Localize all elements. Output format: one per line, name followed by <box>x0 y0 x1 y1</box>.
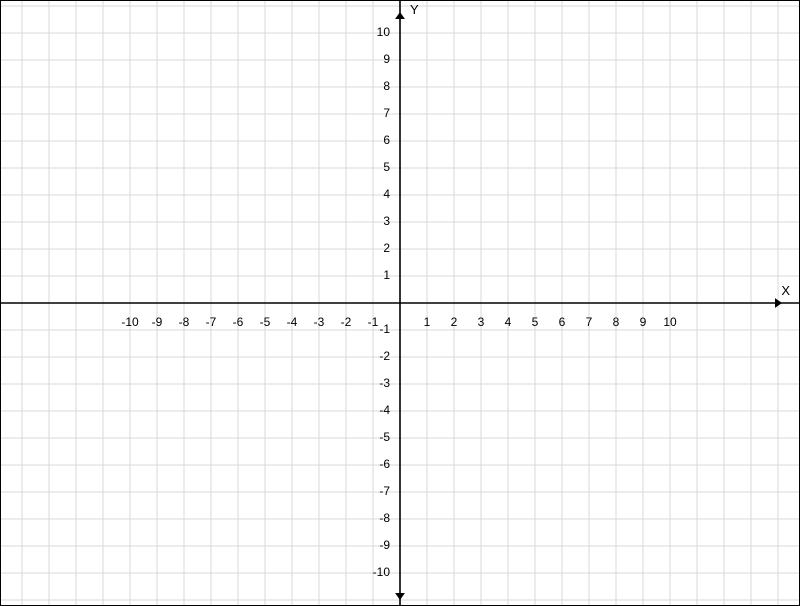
x-tick-label: -6 <box>233 315 244 329</box>
x-tick-label: -9 <box>152 315 163 329</box>
x-tick-label: 3 <box>478 315 485 329</box>
y-tick-label: 7 <box>383 106 390 120</box>
y-tick-label: 5 <box>383 160 390 174</box>
x-tick-label: -5 <box>260 315 271 329</box>
y-tick-label: 4 <box>383 187 390 201</box>
x-axis-label: X <box>781 283 790 298</box>
y-tick-label: -5 <box>379 430 390 444</box>
y-tick-label: 3 <box>383 214 390 228</box>
y-tick-label: 2 <box>383 241 390 255</box>
x-tick-label: -7 <box>206 315 217 329</box>
x-tick-label: 7 <box>586 315 593 329</box>
x-tick-label: -10 <box>121 315 139 329</box>
y-axis-label: Y <box>410 2 419 17</box>
y-tick-label: -8 <box>379 511 390 525</box>
x-tick-label: 9 <box>640 315 647 329</box>
x-tick-label: 8 <box>613 315 620 329</box>
x-tick-label: 5 <box>532 315 539 329</box>
x-tick-label: -8 <box>179 315 190 329</box>
y-tick-label: 10 <box>377 25 391 39</box>
y-tick-label: 8 <box>383 79 390 93</box>
y-tick-label: 9 <box>383 52 390 66</box>
x-tick-label: 10 <box>663 315 677 329</box>
x-tick-label: 4 <box>505 315 512 329</box>
y-tick-label: -7 <box>379 484 390 498</box>
y-tick-label: 1 <box>383 268 390 282</box>
cartesian-plane: -10 -9 -8 -7 -6 -5 -4 -3 -2 -1 1 2 3 4 5 6 7 8 9 10 -10 -9 -8 -… <box>0 0 800 606</box>
coordinate-grid-svg: -10 -9 -8 -7 -6 -5 -4 -3 -2 -1 1 2 3 4 5 6 7 8 9 10 -10 -9 -8 -… <box>0 0 800 606</box>
y-tick-label: -4 <box>379 403 390 417</box>
y-tick-label: -3 <box>379 376 390 390</box>
y-tick-label: -10 <box>373 565 391 579</box>
y-tick-label: -9 <box>379 538 390 552</box>
x-tick-label: -4 <box>287 315 298 329</box>
x-tick-label: -3 <box>314 315 325 329</box>
x-tick-label: 1 <box>424 315 431 329</box>
x-tick-label: 6 <box>559 315 566 329</box>
y-tick-label: -1 <box>379 322 390 336</box>
y-tick-label: -2 <box>379 349 390 363</box>
x-tick-label: -2 <box>341 315 352 329</box>
x-tick-label: 2 <box>451 315 458 329</box>
x-tick-label: -1 <box>368 315 379 329</box>
y-tick-label: 6 <box>383 133 390 147</box>
y-tick-label: -6 <box>379 457 390 471</box>
